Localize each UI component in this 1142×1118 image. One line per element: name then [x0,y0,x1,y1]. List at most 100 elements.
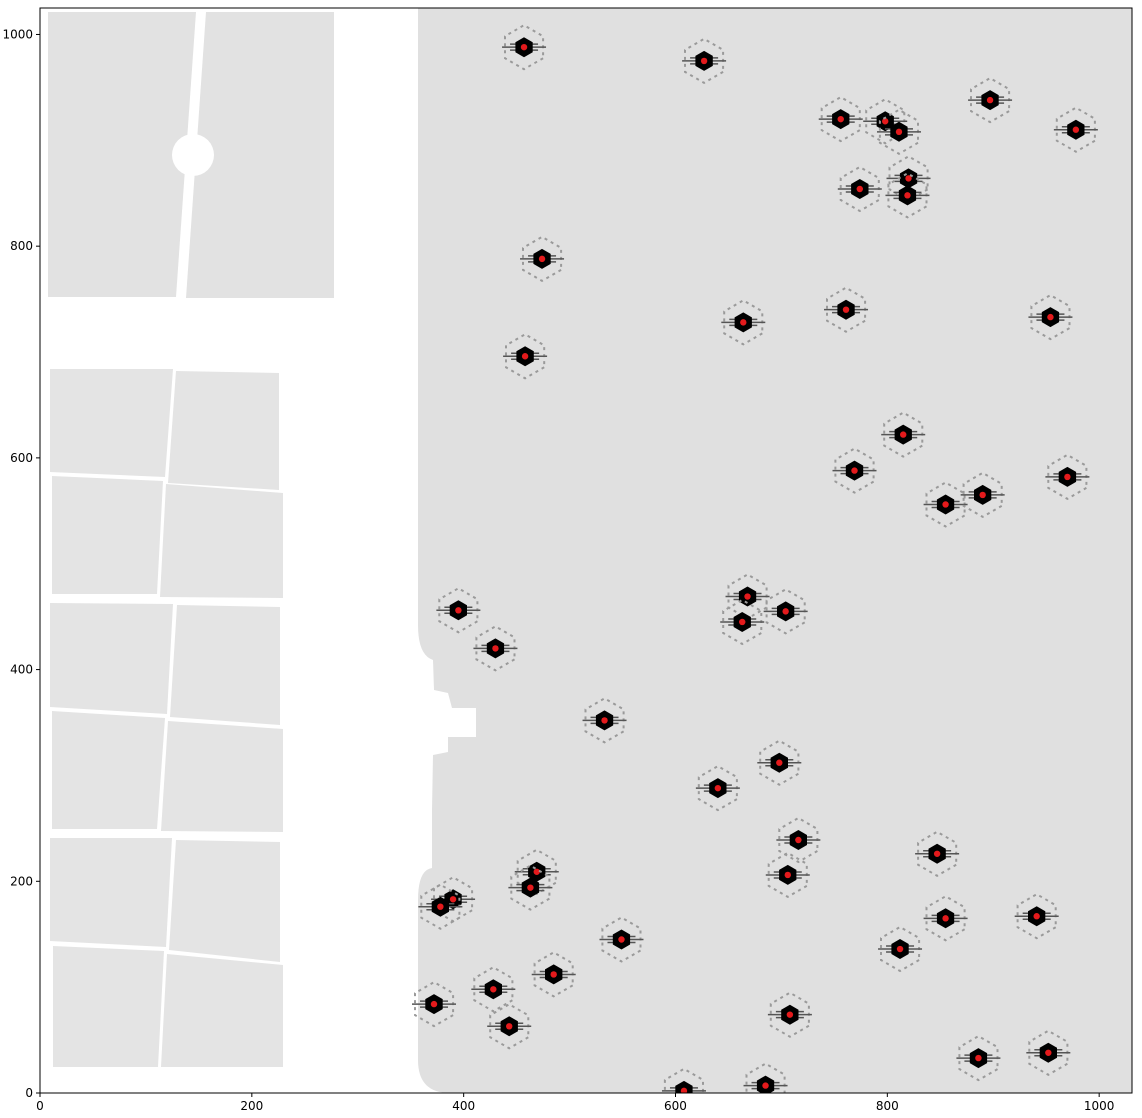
source-marker [1045,1049,1052,1056]
y-tick-label: 600 [10,451,33,465]
point-source [436,587,481,634]
point-source [824,286,869,333]
point-source [743,1062,788,1093]
point-source [473,625,518,672]
detector-image [418,8,1132,1093]
point-source [763,588,808,635]
source-marker [437,903,444,910]
panel-top-left [48,12,196,297]
diffraction-halo [473,966,514,1013]
point-source [956,1034,1001,1082]
source-marker [700,57,708,65]
diffraction-halo [925,481,966,528]
source-marker [851,467,858,474]
point-source [531,951,576,998]
source-marker [618,936,625,943]
diffraction-halo [839,165,880,213]
diffraction-halo [878,108,919,155]
point-source [721,299,766,346]
source-marker [449,896,457,903]
point-source [582,697,627,744]
point-source [915,830,960,877]
diffraction-halo [489,1003,530,1050]
source-marker [430,1000,438,1008]
source-marker [975,1054,982,1062]
x-tick-label: 1000 [1084,1099,1115,1113]
source-marker [896,945,904,953]
source-marker [714,784,722,792]
source-marker [933,850,941,857]
point-source [520,235,565,283]
point-source [876,108,921,155]
source-marker [506,1023,513,1030]
diffraction-halo [925,895,966,942]
source-marker [795,836,802,844]
source-marker [837,115,844,123]
point-source [502,24,547,71]
source-marker [680,1087,688,1093]
source-marker [895,128,903,136]
point-source [837,165,882,213]
point-source [487,1003,532,1050]
point-source [1026,1029,1071,1076]
point-source [720,598,765,646]
point-source [599,916,644,963]
source-marker [744,593,751,600]
point-source [508,864,553,911]
x-tick-label: 800 [876,1099,899,1113]
point-source [1045,453,1090,501]
diffraction-halo [759,739,800,786]
source-marker [776,759,783,766]
diffraction-halo [522,235,563,283]
source-marker [904,192,911,199]
diffraction-halo [697,764,738,812]
point-source [661,1067,706,1093]
y-tick-label: 1000 [2,27,33,41]
diffraction-halo [834,447,875,494]
source-marker [786,1011,794,1018]
point-source [1028,293,1073,341]
diffraction-halo [1047,453,1088,501]
source-marker [492,645,499,652]
diffraction-halo [769,991,810,1038]
source-marker [533,868,540,875]
x-tick-label: 600 [664,1099,687,1113]
source-marker [782,608,789,615]
point-source [960,471,1005,519]
diffraction-halo [880,925,921,973]
diffraction-halo [438,587,479,634]
source-marker [856,185,863,193]
source-marker [455,607,462,614]
point-source [767,991,812,1038]
panel-top-left-right [186,12,334,298]
diffraction-halo [778,816,819,864]
diffraction-halo [1030,293,1071,341]
diffraction-halo [767,851,808,899]
source-marker [740,319,747,326]
y-tick-label: 0 [25,1086,33,1100]
diffraction-halo [414,980,455,1028]
point-source [765,851,810,899]
diffraction-halo [917,830,958,877]
diffraction-halo [745,1062,786,1093]
point-source [832,447,877,494]
point-source [412,980,457,1028]
source-marker [842,306,850,313]
y-tick-label: 400 [10,663,33,677]
diffraction-halo [1028,1029,1069,1076]
source-marker [739,618,746,626]
point-source [471,966,516,1013]
diffraction-halo [1055,106,1096,153]
point-source [418,883,463,930]
diffraction-halo [510,864,551,911]
source-marker [979,491,986,499]
source-marker [527,884,534,891]
axes-area [40,8,1132,1093]
diffraction-halo [601,916,642,963]
point-source [1053,106,1098,153]
y-axis: 0 200 400 600 800 1000 [2,27,40,1100]
source-marker [1064,473,1071,481]
panel-hole [172,134,214,176]
source-marker [550,971,557,978]
